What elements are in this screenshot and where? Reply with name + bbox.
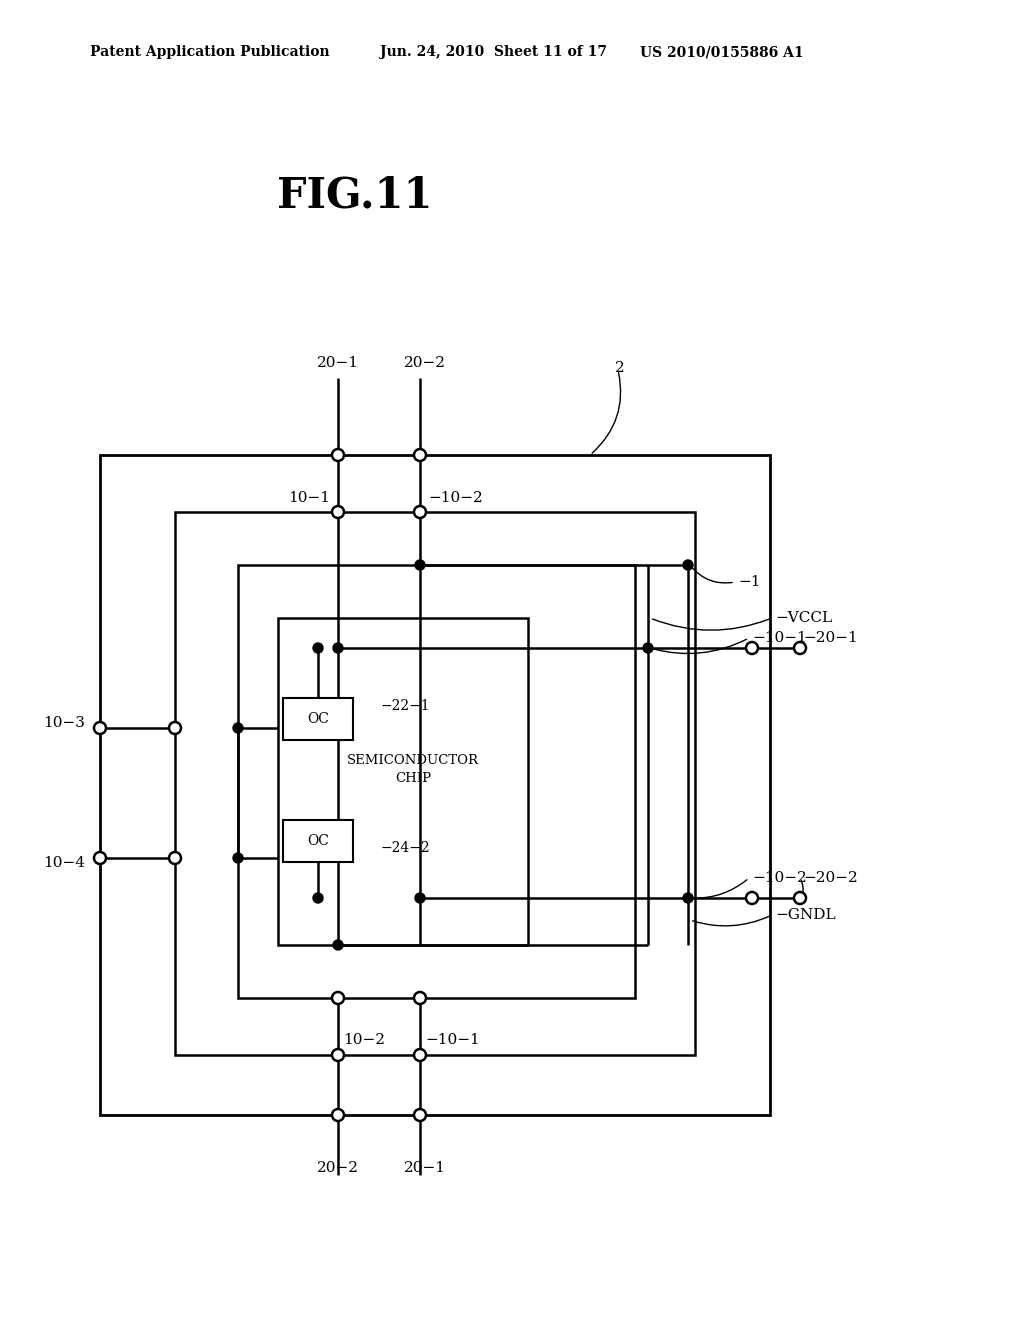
Text: −GNDL: −GNDL	[775, 908, 836, 921]
Text: −1: −1	[738, 576, 761, 589]
Circle shape	[414, 506, 426, 517]
Circle shape	[94, 851, 106, 865]
Text: OC: OC	[307, 711, 329, 726]
Circle shape	[415, 894, 425, 903]
Text: 20−1: 20−1	[404, 1162, 446, 1175]
Text: US 2010/0155886 A1: US 2010/0155886 A1	[640, 45, 804, 59]
Bar	[100, 455, 770, 1115]
Circle shape	[169, 851, 181, 865]
Text: 2: 2	[615, 360, 625, 375]
Text: CHIP: CHIP	[395, 771, 431, 784]
Circle shape	[332, 506, 344, 517]
Circle shape	[794, 642, 806, 653]
Circle shape	[94, 722, 106, 734]
Circle shape	[313, 643, 323, 653]
Text: 20−2: 20−2	[317, 1162, 359, 1175]
Circle shape	[332, 1049, 344, 1061]
Bar	[278, 618, 528, 945]
Circle shape	[415, 560, 425, 570]
Text: −20−1: −20−1	[803, 631, 858, 645]
Bar	[283, 698, 353, 741]
Text: −10−1: −10−1	[425, 1034, 480, 1047]
Text: −10−1: −10−1	[752, 631, 807, 645]
Circle shape	[643, 643, 653, 653]
Text: Jun. 24, 2010  Sheet 11 of 17: Jun. 24, 2010 Sheet 11 of 17	[380, 45, 607, 59]
Text: FIG.11: FIG.11	[278, 174, 433, 216]
Text: −20−2: −20−2	[803, 871, 858, 884]
Circle shape	[414, 1049, 426, 1061]
Text: −22−1: −22−1	[381, 700, 431, 713]
Text: OC: OC	[307, 834, 329, 847]
Circle shape	[233, 723, 243, 733]
Text: −24−2: −24−2	[381, 841, 431, 855]
Circle shape	[332, 993, 344, 1005]
Circle shape	[414, 993, 426, 1005]
Bar	[283, 820, 353, 862]
Circle shape	[169, 722, 181, 734]
Circle shape	[333, 940, 343, 950]
Circle shape	[332, 449, 344, 461]
Circle shape	[746, 892, 758, 904]
Bar	[175, 512, 695, 1055]
Circle shape	[746, 642, 758, 653]
Text: 20−2: 20−2	[404, 356, 446, 370]
Bar	[238, 565, 635, 998]
Circle shape	[414, 1109, 426, 1121]
Text: 10−2: 10−2	[343, 1034, 385, 1047]
Circle shape	[333, 643, 343, 653]
Circle shape	[794, 892, 806, 904]
Text: 10−3: 10−3	[43, 715, 85, 730]
Circle shape	[233, 853, 243, 863]
Text: −VCCL: −VCCL	[775, 611, 833, 624]
Circle shape	[414, 449, 426, 461]
Text: 10−4: 10−4	[43, 855, 85, 870]
Text: −10−2: −10−2	[428, 491, 482, 506]
Text: Patent Application Publication: Patent Application Publication	[90, 45, 330, 59]
Text: 10−1: 10−1	[288, 491, 330, 506]
Circle shape	[332, 1109, 344, 1121]
Circle shape	[683, 894, 693, 903]
Text: −10−2: −10−2	[752, 871, 807, 884]
Circle shape	[313, 894, 323, 903]
Circle shape	[683, 560, 693, 570]
Text: SEMICONDUCTOR: SEMICONDUCTOR	[347, 754, 479, 767]
Text: 20−1: 20−1	[317, 356, 359, 370]
